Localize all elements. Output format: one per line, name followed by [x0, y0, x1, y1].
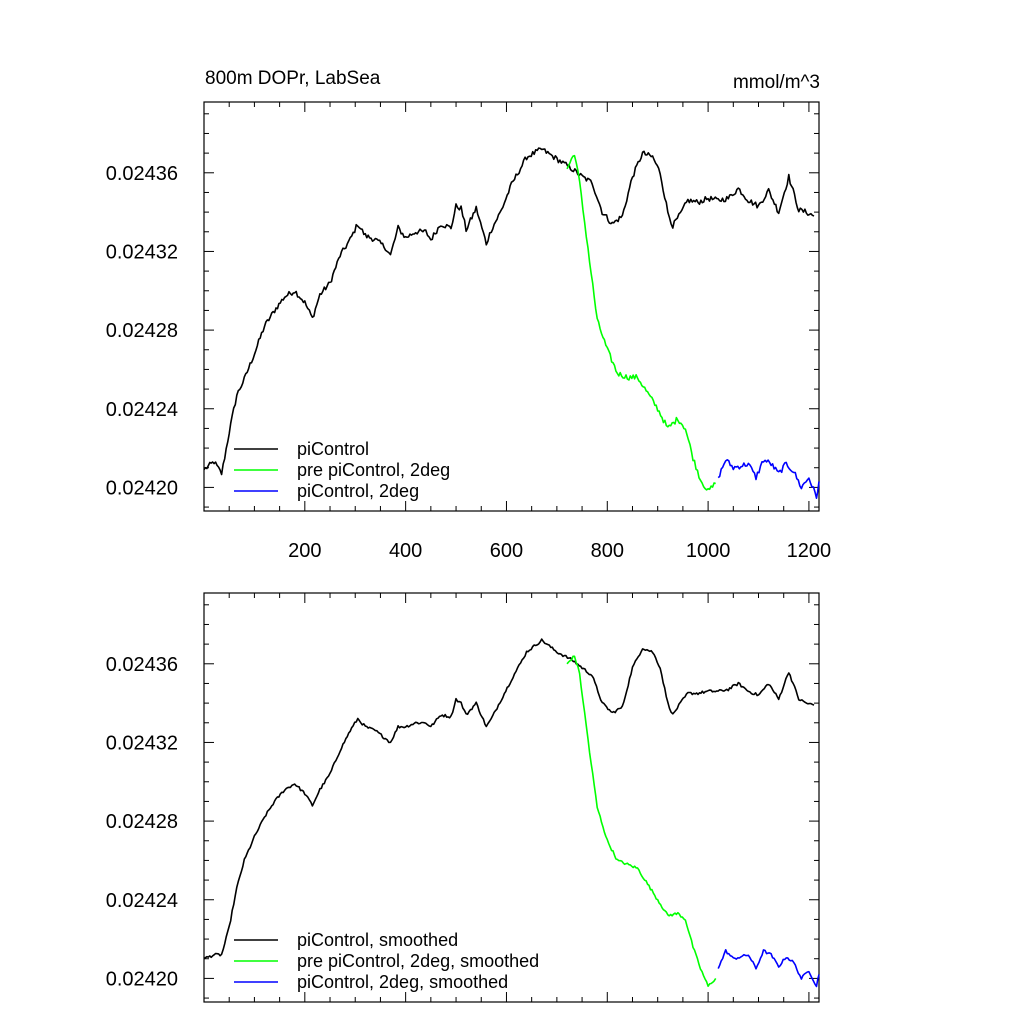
bottom-plot-frame: [203, 592, 820, 1003]
top-y-tick-label: 0.02432: [106, 241, 178, 263]
top-series-line-2: [566, 154, 716, 491]
bottom-series-line-2: [566, 655, 717, 987]
top-x-tick-label: 600: [490, 540, 523, 562]
bottom-series-line-1: [203, 638, 815, 960]
top-series-line-3: [717, 459, 820, 499]
top-plot-frame: [203, 101, 820, 512]
top-legend-label: piControl: [297, 439, 369, 459]
bottom-y-tick-label: 0.02436: [106, 654, 178, 676]
top-panel-title: 800m DOPr, LabSea: [205, 68, 381, 89]
top-legend-label: pre piControl, 2deg: [297, 460, 450, 480]
top-panel: 200 400 600 800 1000 1200 0.02420 0.02424 0.0242…: [106, 101, 832, 562]
top-series-line-1: [203, 147, 815, 476]
top-x-tick-label: 800: [591, 540, 624, 562]
top-x-tick-label: 1000: [686, 540, 731, 562]
bottom-legend-label: piControl, smoothed: [297, 930, 458, 950]
top-y-tick-label: 0.02428: [106, 320, 178, 342]
top-y-tick-label: 0.02424: [106, 399, 178, 421]
bottom-legend-label: piControl, 2deg, smoothed: [297, 972, 508, 992]
top-y-tick-label: 0.02420: [106, 477, 178, 499]
top-y-tick-label: 0.02436: [106, 163, 178, 185]
top-x-tick-label: 1200: [787, 540, 832, 562]
bottom-legend-label: pre piControl, 2deg, smoothed: [297, 951, 539, 971]
bottom-y-tick-label: 0.02424: [106, 890, 178, 912]
bottom-series-line-3: [717, 949, 820, 988]
top-x-tick-label: 400: [389, 540, 422, 562]
top-legend-label: piControl, 2deg: [297, 481, 419, 501]
top-panel-title-group: 800m DOPr, LabSea mmol/m^3: [205, 68, 820, 93]
bottom-y-tick-label: 0.02420: [106, 968, 178, 990]
top-x-tick-label: 200: [288, 540, 321, 562]
bottom-y-tick-label: 0.02428: [106, 811, 178, 833]
bottom-panel: 0.02420 0.02424 0.02428 0.02432 0.02436 piCon…: [106, 592, 820, 1003]
bottom-y-tick-label: 0.02432: [106, 732, 178, 754]
top-panel-units: mmol/m^3: [733, 72, 820, 93]
